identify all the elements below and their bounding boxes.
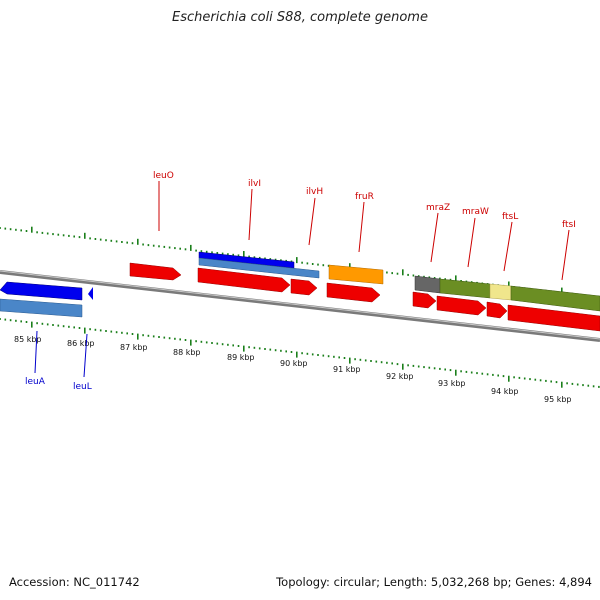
accession-text: Accession: NC_011742: [9, 575, 140, 589]
tick-labels: 85 kbp 86 kbp 87 kbp 88 kbp 89 kbp 90 kb…: [14, 335, 572, 404]
gene-label-leuL[interactable]: leuL: [73, 382, 92, 392]
leuA-feature-bar[interactable]: [0, 298, 83, 318]
gene-label-fruR[interactable]: fruR: [355, 192, 374, 202]
fruR-leader-line: [358, 201, 365, 253]
reverse-features[interactable]: [0, 281, 93, 318]
forward-features[interactable]: [198, 251, 600, 312]
leuO-cds-arrow[interactable]: [129, 262, 182, 281]
tick-label-91kbp: 91 kbp: [333, 365, 361, 374]
mraW-feature-bar[interactable]: [439, 278, 491, 299]
cds-arrows[interactable]: [129, 262, 600, 332]
leuA-gene-arrow[interactable]: [0, 281, 83, 301]
ftsL-cds-arrow[interactable]: [486, 301, 508, 319]
ilvH-leader-line: [308, 197, 316, 246]
mraW-cds-arrow[interactable]: [436, 295, 487, 316]
mraW-leader-line: [467, 217, 476, 268]
tick-label-87kbp: 87 kbp: [120, 343, 148, 352]
map-title: Escherichia coli S88, complete genome: [172, 10, 428, 25]
tick-label-93kbp: 93 kbp: [438, 379, 466, 388]
leuL-gene-arrow[interactable]: [88, 287, 93, 300]
ftsI-feature-bar[interactable]: [510, 285, 600, 312]
upper-gene-labels: leuO ilvI ilvH fruR mraZ mraW ftsL ftsI: [153, 171, 576, 281]
tick-label-95kbp: 95 kbp: [544, 395, 572, 404]
mraZ-feature-bar[interactable]: [414, 275, 441, 294]
fruR-cds-arrow[interactable]: [326, 282, 381, 303]
gene-label-leuA[interactable]: leuA: [25, 377, 46, 387]
ftsL-feature-bar[interactable]: [489, 283, 512, 301]
ftsI-leader-line: [561, 229, 570, 281]
backbone: [0, 270, 600, 342]
ilvI-gene-bar[interactable]: [198, 251, 295, 269]
ilvH-cds-arrow[interactable]: [290, 278, 318, 296]
gene-label-ftsI[interactable]: ftsI: [562, 220, 576, 230]
genome-summary-text: Topology: circular; Length: 5,032,268 bp…: [276, 575, 592, 589]
gene-label-mraW[interactable]: mraW: [462, 207, 489, 217]
tick-label-94kbp: 94 kbp: [491, 387, 519, 396]
gene-label-ilvH[interactable]: ilvH: [306, 187, 323, 197]
ilvI-cds-arrow[interactable]: [197, 267, 291, 293]
tick-label-86kbp: 86 kbp: [67, 339, 95, 348]
gene-label-ilvI[interactable]: ilvI: [248, 179, 261, 189]
tick-label-92kbp: 92 kbp: [386, 372, 414, 381]
ilvI-feature-bar[interactable]: [198, 257, 320, 279]
mraZ-cds-arrow[interactable]: [412, 291, 437, 309]
tick-label-90kbp: 90 kbp: [280, 359, 308, 368]
leuL-leader-line: [83, 333, 88, 378]
fruR-feature-bar[interactable]: [328, 264, 384, 285]
tick-label-85kbp: 85 kbp: [14, 335, 42, 344]
gene-label-ftsL[interactable]: ftsL: [502, 212, 518, 222]
gene-label-leuO[interactable]: leuO: [153, 171, 174, 181]
ftsL-leader-line: [503, 221, 513, 272]
gene-label-mraZ[interactable]: mraZ: [426, 203, 450, 213]
leuA-leader-line: [34, 330, 38, 374]
mraZ-leader-line: [430, 212, 439, 263]
tick-label-88kbp: 88 kbp: [173, 348, 201, 357]
lower-gene-labels: leuA leuL: [25, 330, 92, 392]
ilvI-leader-line: [248, 188, 253, 241]
tick-label-89kbp: 89 kbp: [227, 353, 255, 362]
ftsI-cds-arrow[interactable]: [507, 304, 600, 332]
lower-tick-track: [0, 318, 600, 388]
